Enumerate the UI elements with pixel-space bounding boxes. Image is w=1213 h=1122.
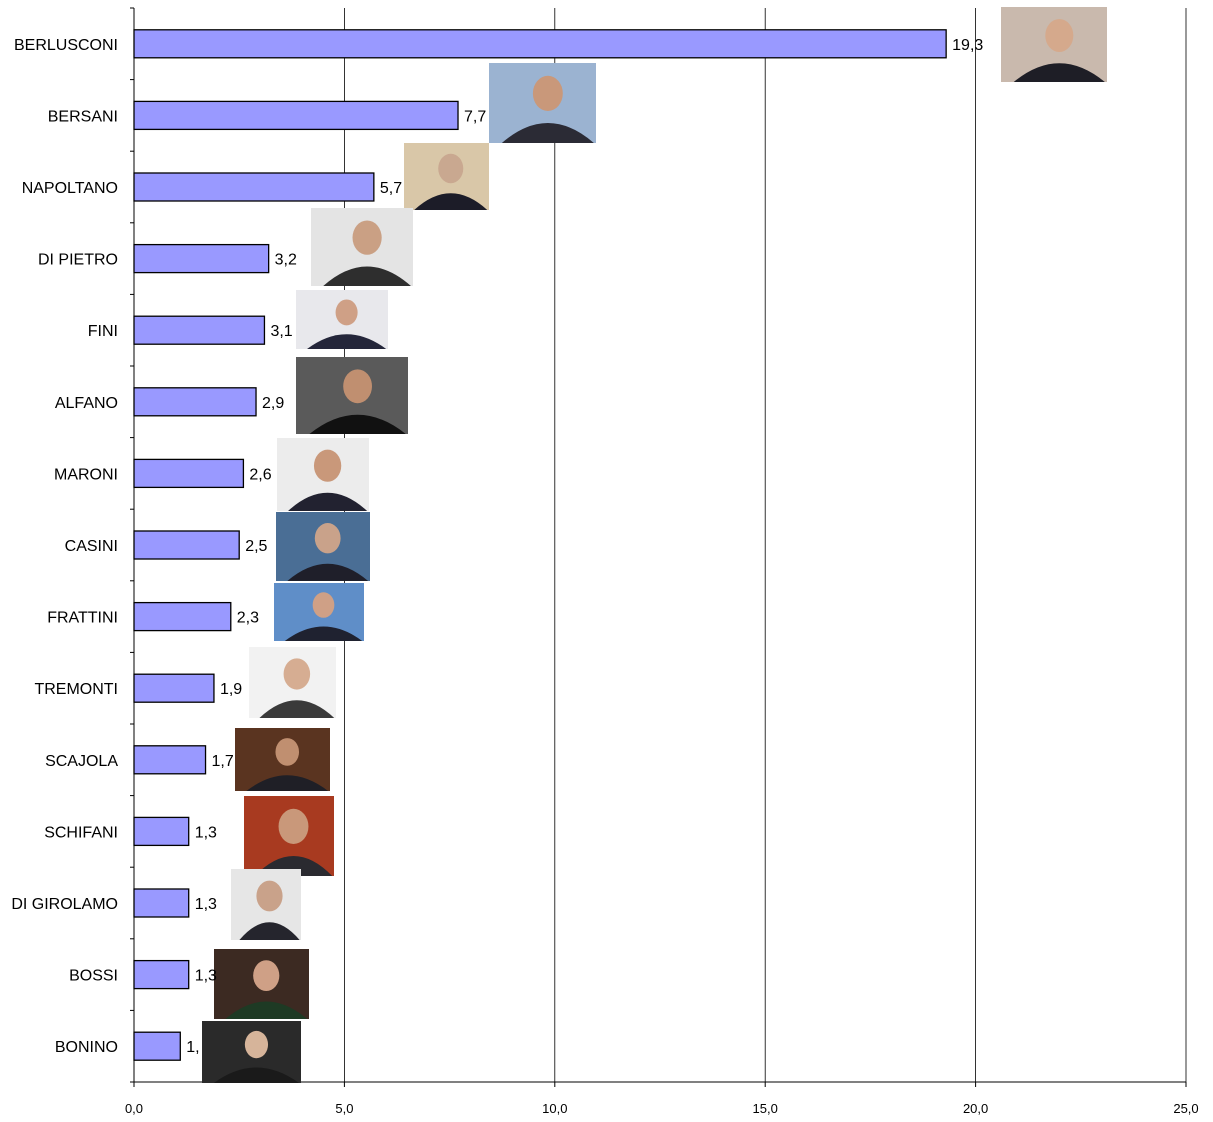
bar-bonino: [133, 1031, 181, 1061]
gridlines: [343, 8, 1187, 1082]
data-label: 2,3: [237, 610, 259, 627]
bar-frattini: [133, 601, 232, 632]
category-label: MARONI: [54, 466, 118, 483]
data-label: 5,7: [380, 180, 402, 197]
bar-alfano: [133, 387, 257, 417]
category-label: BERLUSCONI: [14, 37, 118, 54]
category-labels: BERLUSCONI BERSANI NAPOLTANO DI PIETRO FINI A…: [11, 37, 118, 1056]
data-label: 2,5: [245, 538, 267, 555]
bar-maroni: [133, 458, 245, 489]
data-label: 2,6: [249, 466, 271, 483]
bar-di-pietro: [133, 243, 270, 274]
bar-fini: [133, 315, 266, 345]
bar-casini: [133, 530, 240, 560]
portrait-photo: [274, 583, 364, 641]
category-label: NAPOLTANO: [22, 180, 118, 197]
portrait-photo: [249, 647, 336, 718]
bar-napoltano: [133, 172, 375, 202]
category-label: DI PIETRO: [38, 252, 118, 269]
data-label: 7,7: [464, 108, 486, 125]
portrait-photo: [1001, 7, 1107, 82]
category-label: BERSANI: [48, 108, 118, 125]
data-label: 19,3: [952, 37, 983, 54]
data-label: 1,: [186, 1039, 199, 1056]
x-tick-label: 10,0: [542, 1101, 567, 1116]
category-label: BONINO: [55, 1039, 118, 1056]
x-tick-label: 20,0: [963, 1101, 988, 1116]
x-tick-label: 15,0: [753, 1101, 778, 1116]
portrait-photo: [202, 1021, 301, 1083]
x-tick-labels: 0,0 5,0 10,0 15,0 20,0 25,0: [125, 1101, 1199, 1116]
data-label: 3,1: [270, 323, 292, 340]
portrait-photo: [235, 728, 330, 791]
category-label: CASINI: [65, 538, 118, 555]
category-label: SCHIFANI: [44, 824, 118, 841]
data-label: 1,9: [220, 681, 242, 698]
portrait-photo: [311, 208, 413, 286]
category-label: BOSSI: [69, 968, 118, 985]
data-label: 1,3: [195, 824, 217, 841]
portrait-photo: [244, 796, 334, 876]
data-label: 2,9: [262, 395, 284, 412]
photos: [202, 7, 1107, 1083]
portrait-photo: [276, 512, 370, 581]
category-label: ALFANO: [55, 395, 118, 412]
category-label: FRATTINI: [47, 610, 118, 627]
data-label: 1,3: [195, 896, 217, 913]
portrait-photo: [489, 63, 596, 143]
bar-di-girolamo: [133, 888, 190, 918]
bar-tremonti: [133, 673, 215, 703]
category-label: SCAJOLA: [45, 753, 118, 770]
portrait-photo: [296, 357, 408, 434]
bar-schifani: [133, 816, 190, 847]
bar-scajola: [133, 745, 207, 775]
portrait-photo: [214, 949, 309, 1019]
portrait-photo: [404, 143, 489, 210]
bar-bossi: [133, 959, 190, 990]
x-tick-label: 25,0: [1173, 1101, 1198, 1116]
value-labels: 19,3 7,7 5,7 3,2 3,1 2,9 2,6 2,5 2,3 1,9 1,7 1,3 1,3…: [186, 37, 983, 1056]
data-label: 1,3: [195, 968, 217, 985]
portrait-photo: [277, 438, 369, 511]
x-tick-label: 5,0: [335, 1101, 353, 1116]
data-label: 3,2: [275, 252, 297, 269]
x-tick-label: 0,0: [125, 1101, 143, 1116]
category-label: TREMONTI: [34, 681, 118, 698]
bar-berlusconi: [133, 29, 947, 59]
category-label: FINI: [88, 323, 118, 340]
portrait-photo: [231, 869, 301, 940]
portrait-photo: [296, 290, 388, 349]
bar-bersani: [133, 100, 459, 131]
bars: [133, 29, 947, 1061]
category-label: DI GIROLAMO: [11, 896, 118, 913]
data-label: 1,7: [212, 753, 234, 770]
